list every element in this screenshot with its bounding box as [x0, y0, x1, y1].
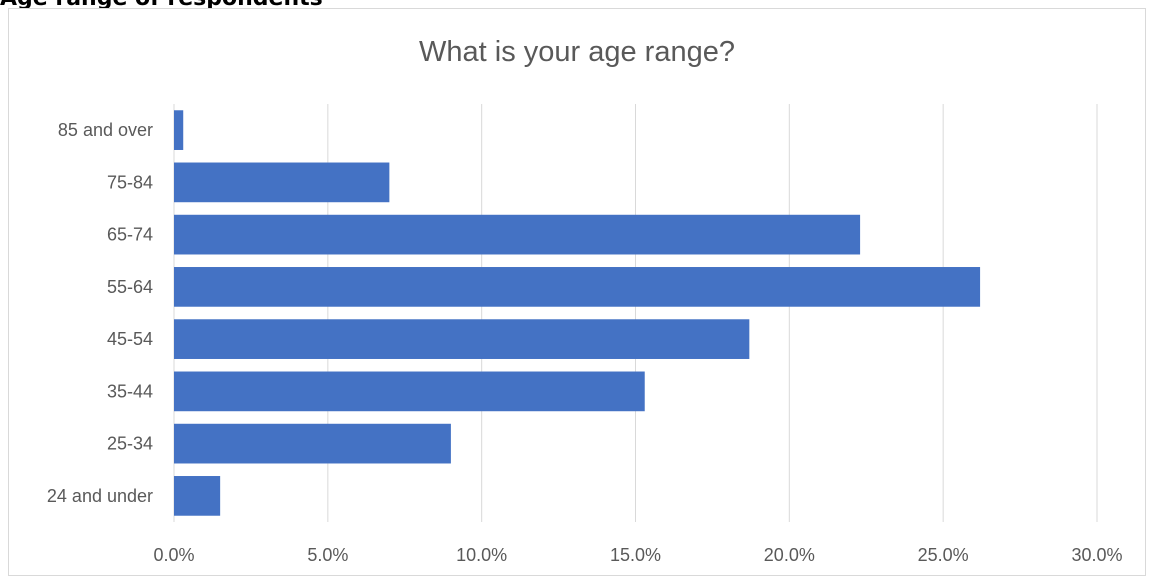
bar [174, 423, 451, 464]
page-heading: Age range of respondents [0, 0, 1149, 8]
x-tick-label: 20.0% [764, 545, 815, 565]
bar [174, 371, 645, 412]
bar [174, 476, 221, 516]
bar [174, 267, 981, 307]
x-tick-label: 10.0% [456, 545, 507, 565]
x-tick-label: 15.0% [610, 545, 661, 565]
category-label: 45-54 [107, 329, 153, 349]
bar [174, 214, 861, 255]
category-label: 65-74 [107, 225, 153, 245]
category-labels: 85 and over 75-84 65-74 55-64 45-54 35-44 25-3… [47, 120, 153, 506]
category-label: 35-44 [107, 381, 153, 401]
x-tick-label: 0.0% [153, 545, 194, 565]
category-label: 24 and under [47, 486, 153, 506]
category-label: 85 and over [58, 120, 153, 140]
x-tick-label: 30.0% [1071, 545, 1122, 565]
x-tick-label: 5.0% [307, 545, 348, 565]
x-tick-label: 25.0% [918, 545, 969, 565]
bars [174, 110, 981, 516]
chart-title: What is your age range? [419, 36, 735, 68]
category-label: 75-84 [107, 172, 153, 192]
bar [174, 319, 750, 359]
bar [174, 110, 184, 150]
category-label: 55-64 [107, 277, 153, 297]
category-label: 25-34 [107, 434, 153, 454]
bar [174, 162, 390, 203]
x-tick-labels: 0.0% 5.0% 10.0% 15.0% 20.0% 25.0% 30.0% [153, 545, 1122, 565]
